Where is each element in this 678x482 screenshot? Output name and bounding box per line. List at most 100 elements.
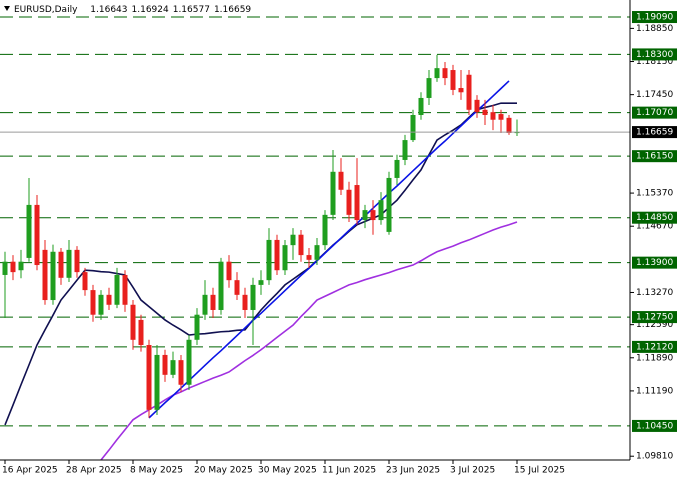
x-tick-label: 15 Jul 2025 [514,466,565,476]
y-tick-label: 1.09810 [636,452,673,462]
header-low: 1.16577 [173,5,210,15]
y-tick-label: 1.17450 [636,90,673,100]
menu-arrow[interactable] [4,6,10,11]
level-label: 1.12120 [636,342,673,352]
level-box [632,311,677,324]
x-tick-label: 11 Jun 2025 [322,466,376,476]
last-price-box [632,126,677,139]
candle-body [306,255,312,260]
candle-body [90,290,96,315]
candle-body [34,204,40,266]
candle-body [338,171,344,190]
level-label: 1.14850 [636,213,673,223]
x-tick-label: 23 Jun 2025 [386,466,440,476]
y-tick-label: 1.15370 [636,189,673,199]
candle-body [450,70,456,90]
level-label: 1.13900 [636,258,673,268]
candle-body [130,304,136,340]
chart-title: EURUSD,Daily [14,5,78,15]
candle-body [106,294,112,305]
candle-body [466,74,472,110]
level-box [632,256,677,269]
x-tick-label: 28 Apr 2025 [66,466,122,476]
candle-body [82,272,88,291]
candle-body [2,261,8,275]
candle-body [322,214,328,246]
level-label: 1.12750 [636,313,673,323]
candle-body [218,261,224,310]
level-box [632,211,677,224]
candle-body [58,251,64,278]
candle-body [370,210,376,221]
header-close: 1.16659 [214,5,251,15]
y-tick-label: 1.11890 [636,353,673,363]
y-tick-label: 1.14670 [636,222,673,232]
candle-body [226,261,232,281]
indicator-line [148,80,510,419]
x-tick-label: 8 May 2025 [130,466,183,476]
candle-body [378,200,384,221]
header: EURUSD,Daily 1.16643 1.16924 1.16577 1.1665… [14,5,251,15]
candle-body [362,210,368,221]
candle-body [154,354,160,410]
candle-body [66,249,72,278]
candle-body [410,115,416,141]
x-tick-label: 3 Jul 2025 [450,466,495,476]
y-tick-label: 1.11190 [636,386,673,396]
level-label: 1.10450 [636,421,673,431]
candle-body [442,68,448,79]
candle-body [314,245,320,260]
x-tick-label: 16 Apr 2025 [2,466,58,476]
candle-body [122,274,128,305]
candle-body [266,239,272,281]
candle-body [186,339,192,385]
y-tick-label: 1.12590 [636,320,673,330]
candle-body [178,360,184,385]
candle-body [162,354,168,375]
candle-body [394,159,400,178]
candle-body [242,294,248,310]
candle-body [490,112,496,120]
level-box [632,106,677,119]
level-label: 1.19090 [636,13,673,23]
candle-body [202,294,208,315]
level-box [632,340,677,353]
candle-body [170,360,176,375]
candle-body [498,114,504,120]
x-tick-label: 20 May 2025 [194,466,253,476]
candle-body [114,274,120,305]
candle-body [250,284,256,310]
indicator-line [100,221,518,460]
candle-body [258,280,264,285]
candle-body [418,97,424,115]
candle-body [42,249,48,301]
candle-body [234,280,240,295]
candle-body [426,78,432,98]
candle-body [434,68,440,79]
candle-body [210,294,216,310]
level-label: 1.16150 [636,152,673,162]
indicator-line [4,102,517,426]
candle-body [50,251,56,301]
header-open: 1.16643 [90,5,127,15]
candle-body [474,99,480,113]
candle-body [290,234,296,246]
candle-body [354,185,360,221]
candle-body [482,109,488,115]
candle-body [274,239,280,271]
x-tick-label: 30 May 2025 [258,466,317,476]
header-high: 1.16924 [132,5,169,15]
candle-body [74,249,80,273]
candle-body [458,88,464,93]
level-box [632,419,677,432]
level-label: 1.17070 [636,108,673,118]
candle-body [506,117,512,133]
candle-body [298,234,304,256]
last-price-label: 1.16659 [636,128,673,138]
candle-body [402,140,408,160]
level-box [632,48,677,61]
y-tick-label: 1.18150 [636,57,673,67]
candle-body [138,319,144,345]
candle-body [330,171,336,215]
candle-body [26,204,32,258]
